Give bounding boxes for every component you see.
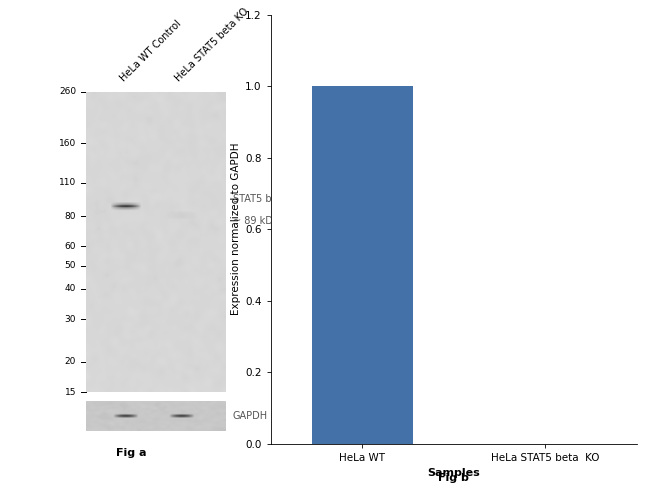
Text: 40: 40	[65, 284, 76, 293]
Text: 20: 20	[65, 357, 76, 366]
Text: 260: 260	[59, 87, 76, 97]
Bar	[312, 86, 413, 444]
Text: ~ 89 kDa: ~ 89 kDa	[233, 216, 279, 226]
X-axis label: Samples: Samples	[428, 468, 480, 478]
Text: 110: 110	[59, 178, 76, 187]
Text: Fig b: Fig b	[438, 473, 469, 483]
Text: Fig a: Fig a	[116, 448, 146, 458]
Text: 160: 160	[59, 139, 76, 147]
Text: STAT5 beta: STAT5 beta	[233, 194, 287, 204]
Text: 15: 15	[64, 387, 76, 397]
Text: 80: 80	[64, 211, 76, 220]
Y-axis label: Expression normalized to GAPDH: Expression normalized to GAPDH	[231, 143, 240, 316]
Text: 30: 30	[64, 315, 76, 324]
Text: 50: 50	[64, 261, 76, 270]
Text: HeLa WT Control: HeLa WT Control	[118, 19, 183, 83]
Text: GAPDH: GAPDH	[233, 411, 268, 421]
Text: 60: 60	[64, 242, 76, 251]
Text: HeLa STAT5 beta KO: HeLa STAT5 beta KO	[174, 6, 251, 83]
